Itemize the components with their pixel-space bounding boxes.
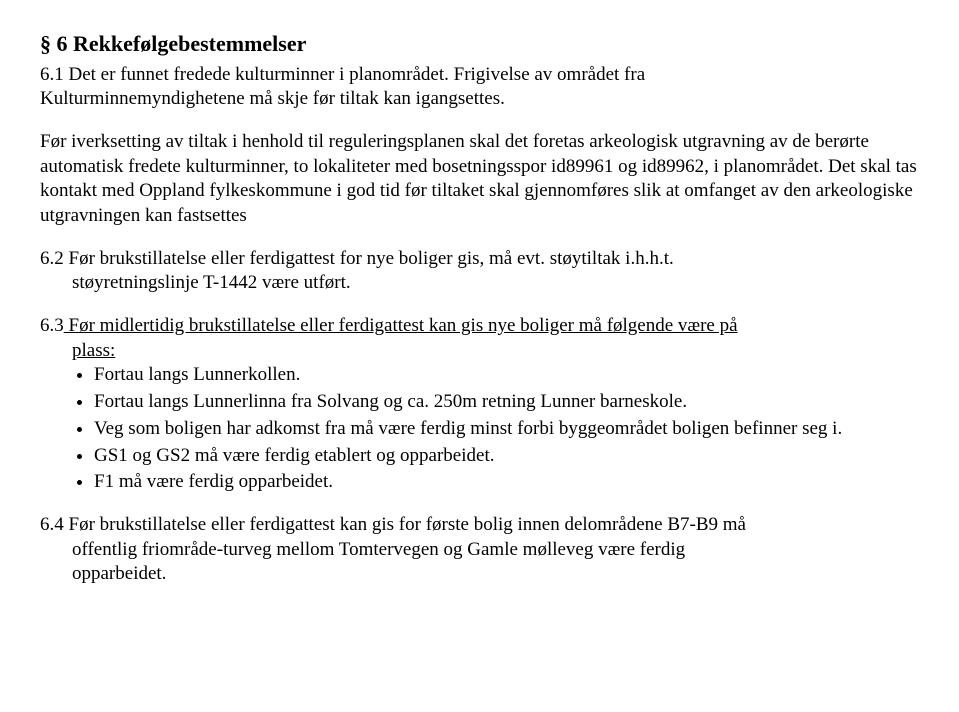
label-6-1: 6.1 bbox=[40, 64, 64, 85]
list-item: Fortau langs Lunnerlinna fra Solvang og … bbox=[94, 390, 919, 415]
text-6-1-line1: Det er funnet fredede kulturminner i pla… bbox=[64, 64, 645, 85]
para-6-2: 6.2 Før brukstillatelse eller ferdigatte… bbox=[40, 247, 919, 296]
text-6-3-line2: plass: bbox=[72, 340, 115, 361]
bullet-list-6-3: Fortau langs Lunnerkollen. Fortau langs … bbox=[40, 363, 919, 494]
label-6-2: 6.2 bbox=[40, 248, 64, 269]
text-6-1-line2: Kulturminnemyndighetene må skje før tilt… bbox=[40, 88, 505, 109]
label-6-4: 6.4 bbox=[40, 514, 64, 535]
section-heading: § 6 Rekkefølgebestemmelser bbox=[40, 30, 919, 59]
text-6-3-line1: Før midlertidig brukstillatelse eller fe… bbox=[64, 315, 738, 336]
text-6-2-line2: støyretningslinje T-1442 være utført. bbox=[72, 272, 351, 293]
list-item: Veg som boligen har adkomst fra må være … bbox=[94, 417, 919, 442]
text-6-4-line3: opparbeidet. bbox=[72, 563, 166, 584]
para-6-4: 6.4 Før brukstillatelse eller ferdigatte… bbox=[40, 513, 919, 587]
para-6-1-body: Før iverksetting av tiltak i henhold til… bbox=[40, 130, 919, 229]
text-6-4-line2: offentlig friområde-turveg mellom Tomter… bbox=[72, 539, 685, 560]
text-6-2-line1: Før brukstillatelse eller ferdigattest f… bbox=[64, 248, 674, 269]
label-6-3: 6.3 bbox=[40, 315, 64, 336]
list-item: Fortau langs Lunnerkollen. bbox=[94, 363, 919, 388]
list-item: GS1 og GS2 må være ferdig etablert og op… bbox=[94, 444, 919, 469]
text-6-4-line1: Før brukstillatelse eller ferdigattest k… bbox=[64, 514, 746, 535]
text-6-3-line1-underline: Før midlertidig brukstillatelse eller fe… bbox=[64, 315, 738, 336]
list-item: F1 må være ferdig opparbeidet. bbox=[94, 470, 919, 495]
para-6-3-intro: 6.3 Før midlertidig brukstillatelse elle… bbox=[40, 314, 919, 363]
para-6-1: 6.1 Det er funnet fredede kulturminner i… bbox=[40, 63, 919, 112]
